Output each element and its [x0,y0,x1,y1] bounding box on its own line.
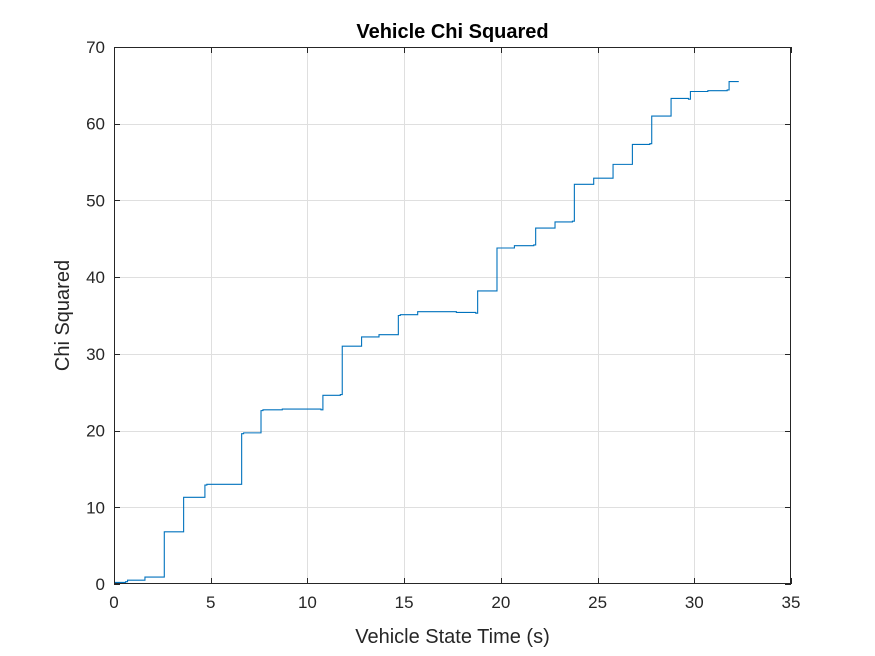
plot-area [114,47,791,584]
x-tick-label: 20 [491,593,510,612]
chi-squared-series-line [114,80,739,584]
y-tick-label: 40 [86,268,105,287]
y-axis-label: Chi Squared [52,260,74,371]
x-tick-label: 35 [782,593,801,612]
x-tick-label: 5 [206,593,215,612]
y-tick-label: 30 [86,345,105,364]
ticks: 0 5 10 15 20 25 30 35 0 10 20 30 40 50 60 70 [86,38,800,612]
x-tick-label: 25 [588,593,607,612]
y-tick-label: 0 [96,575,105,594]
x-tick-label: 15 [395,593,414,612]
y-tick-label: 70 [86,38,105,57]
grid-lines [114,47,791,584]
y-tick-label: 20 [86,422,105,441]
x-tick-label: 0 [109,593,118,612]
y-tick-label: 50 [86,191,105,210]
y-tick-label: 10 [86,498,105,517]
data-layer [114,80,739,584]
x-tick-label: 30 [685,593,704,612]
x-axis-label: Vehicle State Time (s) [355,626,550,648]
x-tick-label: 10 [298,593,317,612]
axes-box [114,47,791,584]
y-tick-label: 60 [86,115,105,134]
chart-title: Vehicle Chi Squared [356,21,548,43]
